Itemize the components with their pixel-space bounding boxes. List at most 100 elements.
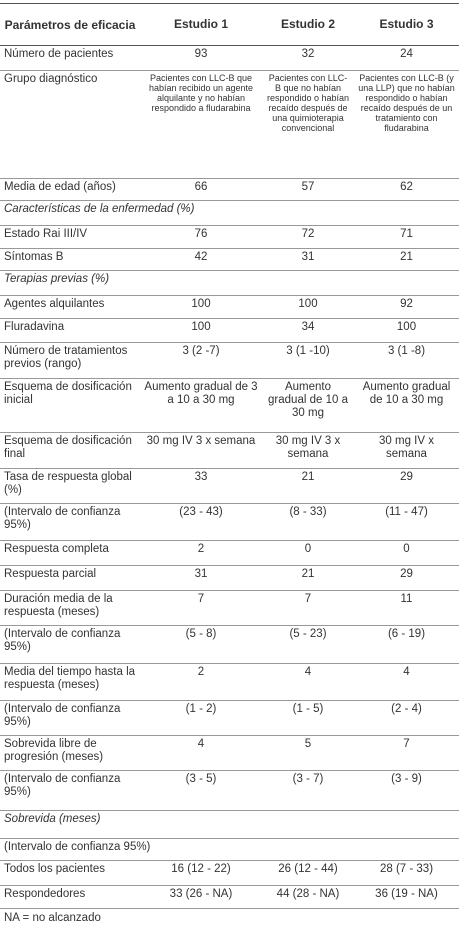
cell: 30 mg IV 3 x semana [140,432,262,469]
row-label: (Intervalo de confianza 95%) [0,770,140,811]
cell: 2 [140,663,262,701]
cell: 7 [140,590,262,626]
table-row: Esquema de dosificación inicial Aumento g… [0,378,459,433]
header-cell: Estudio 1 [140,3,262,46]
header-cell: Estudio 2 [262,3,354,46]
cell: 92 [354,295,459,319]
span-row: (Intervalo de confianza 95%) [0,838,459,861]
row-label: Síntomas B [0,248,140,271]
row-label: Respuesta completa [0,540,140,566]
cell: 100 [140,318,262,343]
cell: (23 - 43) [140,503,262,541]
table-row: Respuesta parcial 31 21 29 [0,565,459,591]
row-label: Tasa de respuesta global (%) [0,468,140,504]
table-row: Características de la enfermedad (%) [0,200,459,226]
table-row: Respuesta completa 2 0 0 [0,540,459,566]
table-row: Número de pacientes 93 32 24 [0,45,459,71]
cell: 26 (12 - 44) [262,860,354,886]
efficacy-table: Parámetros de eficacia Estudio 1 Estudio 2… [0,3,459,909]
cell: Aumento gradual de 3 a 10 a 30 mg [140,378,262,433]
table-row: Duración media de la respuesta (meses) 7 7… [0,590,459,626]
table-row: Todos los pacientes 16 (12 - 22) 26 (12 - … [0,860,459,886]
table-row: Media de edad (años) 66 57 62 [0,178,459,201]
cell: 57 [262,178,354,201]
cell: 29 [354,468,459,504]
cell: 3 (2 -7) [140,342,262,379]
cell: (5 - 23) [262,625,354,664]
cell: (1 - 2) [140,700,262,736]
cell: 62 [354,178,459,201]
section-heading: Características de la enfermedad (%) [0,200,459,226]
cell: 4 [354,663,459,701]
header-cell: Parámetros de eficacia [0,3,140,46]
cell: 100 [354,318,459,343]
cell: 36 (19 - NA) [354,885,459,909]
cell: 93 [140,45,262,71]
cell: Aumento gradual de 10 a 30 mg [262,378,354,433]
table-row: Terapias previas (%) [0,270,459,296]
table-row: (Intervalo de confianza 95%) (23 - 43) (8 … [0,503,459,541]
table-row: Media del tiempo hasta la respuesta (mes… [0,663,459,701]
cell: 29 [354,565,459,591]
cell: 100 [262,295,354,319]
table-row: (Intervalo de confianza 95%) (1 - 2) (1 - … [0,700,459,736]
cell: (6 - 19) [354,625,459,664]
cell: Pacientes con LLC-B que no habían respon… [262,70,354,179]
cell: 32 [262,45,354,71]
cell: 3 (1 -8) [354,342,459,379]
row-label: Duración media de la respuesta (meses) [0,590,140,626]
cell: 33 [140,468,262,504]
cell: Pacientes con LLC-B que habían recibido … [140,70,262,179]
table-row: Número de tratamientos previos (rango) 3 … [0,342,459,379]
cell: 0 [354,540,459,566]
row-label: Respondedores [0,885,140,909]
header-row: Parámetros de eficacia Estudio 1 Estudio 2… [0,3,459,46]
table-row: Síntomas B 42 31 21 [0,248,459,271]
cell: 7 [354,735,459,771]
row-label: Esquema de dosificación final [0,432,140,469]
cell: 72 [262,225,354,249]
row-label: Respuesta parcial [0,565,140,591]
cell: 4 [262,663,354,701]
row-label: Grupo diagnóstico [0,70,140,179]
cell: 30 mg IV 3 x semana [262,432,354,469]
table-row: Respondedores 33 (26 - NA) 44 (28 - NA) 36 … [0,885,459,909]
row-label: Número de pacientes [0,45,140,71]
table-row: Tasa de respuesta global (%) 33 21 29 [0,468,459,504]
cell: (3 - 7) [262,770,354,811]
table-row: Esquema de dosificación final 30 mg IV 3 … [0,432,459,469]
row-label: (Intervalo de confianza 95%) [0,503,140,541]
table-row: Sobrevida libre de progresión (meses) 4 5 7 [0,735,459,771]
footnote: NA = no alcanzado [4,912,101,924]
row-label: Número de tratamientos previos (rango) [0,342,140,379]
table-row: (Intervalo de confianza 95%) (5 - 8) (5 - … [0,625,459,664]
cell: 33 (26 - NA) [140,885,262,909]
row-label: Media del tiempo hasta la respuesta (mes… [0,663,140,701]
cell: 7 [262,590,354,626]
cell: 44 (28 - NA) [262,885,354,909]
table-row: Agentes alquilantes 100 100 92 [0,295,459,319]
section-heading: Sobrevida (meses) [0,810,459,839]
cell: 21 [354,248,459,271]
cell: 5 [262,735,354,771]
cell: Aumento gradual de 10 a 30 mg [354,378,459,433]
cell: (3 - 5) [140,770,262,811]
cell: 66 [140,178,262,201]
row-label: Sobrevida libre de progresión (meses) [0,735,140,771]
table-row: Fluradavina 100 34 100 [0,318,459,343]
cell: Pacientes con LLC-B (y una LLP) que no h… [354,70,459,179]
cell: (11 - 47) [354,503,459,541]
cell: 31 [140,565,262,591]
row-label: Todos los pacientes [0,860,140,886]
cell: 16 (12 - 22) [140,860,262,886]
cell: (3 - 9) [354,770,459,811]
row-label: Agentes alquilantes [0,295,140,319]
row-label: Media de edad (años) [0,178,140,201]
cell: 28 (7 - 33) [354,860,459,886]
cell: 21 [262,468,354,504]
cell: 4 [140,735,262,771]
cell: 100 [140,295,262,319]
cell: 31 [262,248,354,271]
cell: 42 [140,248,262,271]
